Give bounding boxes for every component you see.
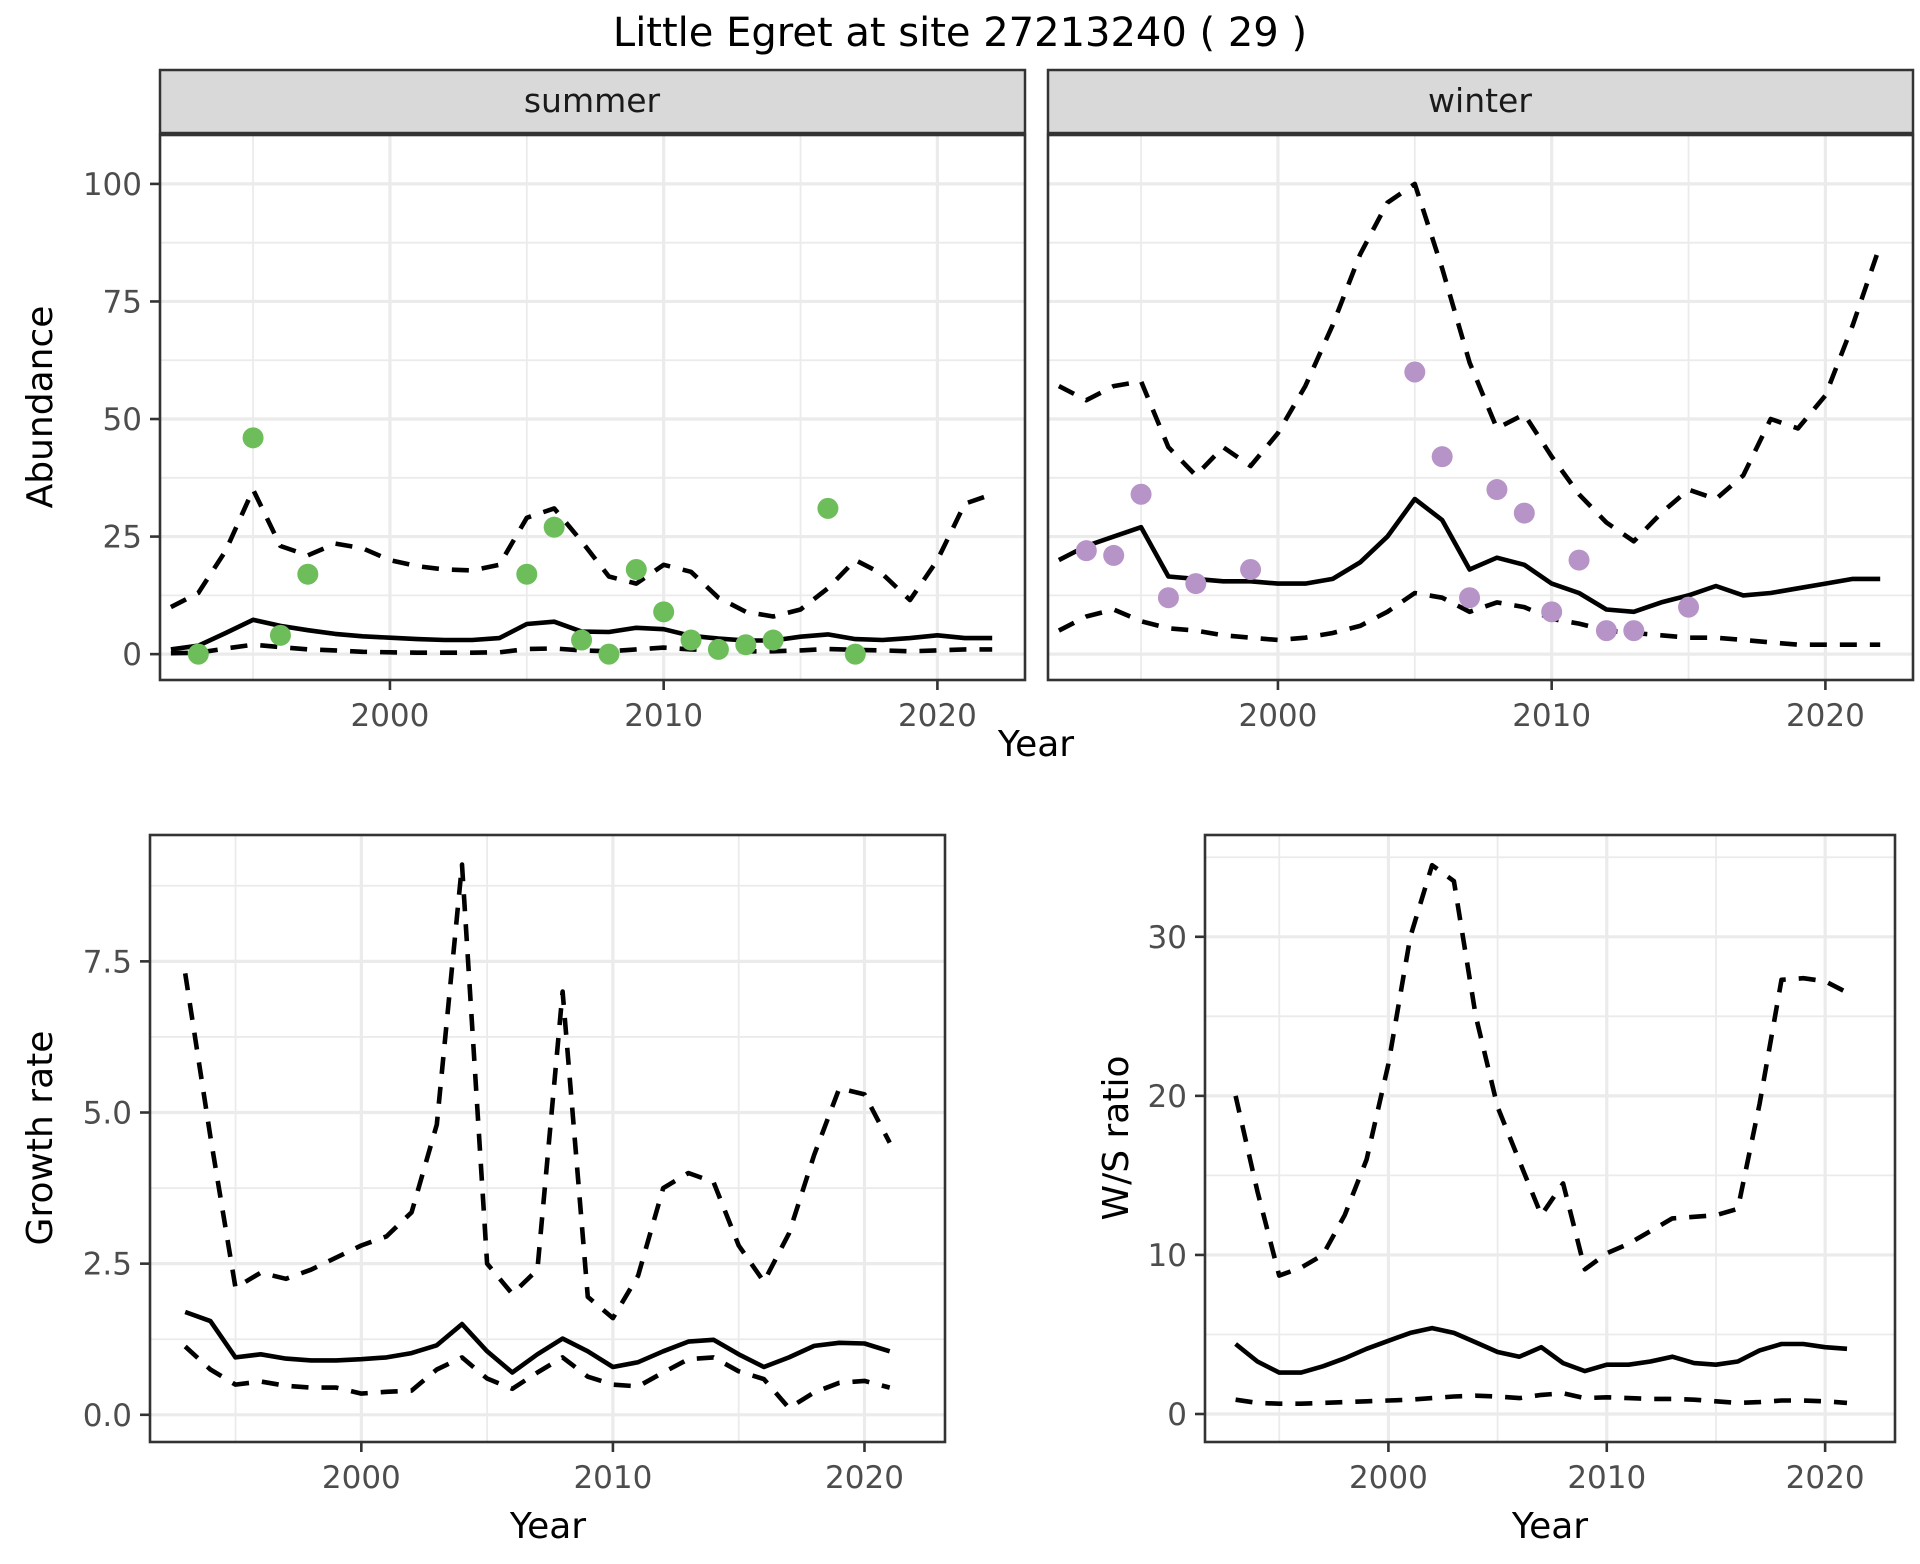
page-title: Little Egret at site 27213240 ( 29 ) (613, 10, 1307, 56)
y-tick-label: 100 (83, 167, 142, 203)
ws-ratio-y-axis-title: W/S ratio (1096, 1055, 1137, 1220)
summer-observation-point (680, 629, 702, 651)
x-tick-label: 2020 (1786, 698, 1865, 734)
summer-observation-point (269, 624, 291, 646)
summer-observation-point (187, 643, 209, 665)
winter-observation-point (1157, 587, 1179, 609)
summer-observation-point (625, 558, 647, 580)
winter-upper_ci-line (1057, 181, 1883, 544)
x-tick-label: 2020 (1786, 1460, 1865, 1496)
x-tick-label: 2000 (1238, 698, 1317, 734)
y-tick-label: 0 (122, 637, 142, 673)
winter-observation-point (1541, 601, 1563, 623)
winter-observation-point (1623, 620, 1645, 642)
y-tick-label: 0.0 (83, 1398, 132, 1434)
growth-fit-line (184, 1309, 891, 1375)
y-tick-label: 75 (103, 284, 142, 320)
facet-strip-winter: winter (1046, 68, 1915, 135)
facet-strip-summer-bg (158, 68, 1027, 135)
facet-strip-winter-label: winter (1428, 81, 1532, 120)
winter-observation-point (1185, 573, 1207, 595)
winter-observation-point (1431, 446, 1453, 468)
y-tick-label: 5.0 (83, 1096, 132, 1132)
winter-observation-point (1595, 620, 1617, 642)
y-tick-label: 30 (1148, 920, 1187, 956)
summer-observation-point (762, 629, 784, 651)
x-tick-label: 2010 (1567, 1460, 1646, 1496)
y-tick-label: 7.5 (83, 944, 132, 980)
winter-observation-point (1130, 483, 1152, 505)
summer-observation-point (735, 634, 757, 656)
summer-panel-border (158, 133, 1027, 682)
x-tick-label: 2000 (1349, 1460, 1428, 1496)
growth-rate-y-axis-title: Growth rate (20, 1031, 61, 1246)
winter-observation-point (1678, 596, 1700, 618)
summer-observation-point (516, 563, 538, 585)
x-tick-label: 2010 (624, 698, 703, 734)
facet-strip-summer-label: summer (524, 81, 661, 120)
winter-observation-point (1459, 587, 1481, 609)
x-tick-label: 2010 (1512, 698, 1591, 734)
winter-observation-point (1075, 540, 1097, 562)
summer-observation-point (571, 629, 593, 651)
growth-lower_ci-line (183, 1344, 891, 1411)
growth-upper_ci-line (182, 862, 892, 1321)
y-tick-label: 50 (103, 402, 142, 438)
y-tick-label: 20 (1148, 1079, 1187, 1115)
ws-fit-line (1234, 1325, 1848, 1375)
y-tick-label: 0 (1167, 1397, 1187, 1433)
winter-observation-point (1568, 549, 1590, 571)
winter-panel-border (1046, 133, 1915, 682)
ws-lower_ci-line (1235, 1391, 1848, 1406)
y-tick-label: 2.5 (83, 1247, 132, 1283)
y-tick-label: 10 (1148, 1238, 1187, 1274)
facet-strip-winter-bg (1046, 68, 1915, 135)
growth-panel-border (148, 833, 947, 1444)
summer-observation-point (707, 638, 729, 660)
abundance-y-axis-title: Abundance (20, 306, 61, 509)
summer-observation-point (543, 516, 565, 538)
ws-panel-border (1203, 833, 1897, 1444)
winter-observation-point (1404, 361, 1426, 383)
winter-observation-point (1240, 558, 1262, 580)
top-x-axis-title: Year (997, 724, 1074, 765)
winter-observation-point (1486, 479, 1508, 501)
summer-observation-point (817, 497, 839, 519)
summer-observation-point (844, 643, 866, 665)
abundance-summer-panel: 2000 2010 2020 0 25 50 75 100 (83, 133, 1027, 734)
growth-rate-x-axis-title: Year (509, 1506, 586, 1547)
facet-strip-summer: summer (158, 68, 1027, 135)
summer-upper_ci-line (169, 487, 993, 619)
summer-observation-point (297, 563, 319, 585)
growth-rate-panel: 2000 2010 2020 0.0 2.5 5.0 7.5 (83, 833, 947, 1496)
x-tick-label: 2000 (350, 698, 429, 734)
winter-observation-point (1103, 544, 1125, 566)
x-tick-label: 2020 (898, 698, 977, 734)
abundance-winter-panel: 2000 2010 2020 (1046, 133, 1915, 734)
winter-lower_ci-line (1057, 590, 1881, 648)
summer-observation-point (242, 427, 264, 449)
ws-upper_ci-line (1233, 862, 1849, 1278)
summer-observation-point (653, 601, 675, 623)
y-tick-label: 25 (103, 520, 142, 556)
x-tick-label: 2020 (825, 1460, 904, 1496)
ws-ratio-x-axis-title: Year (1511, 1506, 1588, 1547)
ws-ratio-panel: 2000 2010 2020 0 10 20 30 (1148, 833, 1897, 1496)
summer-observation-point (598, 643, 620, 665)
winter-observation-point (1513, 502, 1535, 524)
x-tick-label: 2000 (322, 1460, 401, 1496)
x-tick-label: 2010 (573, 1460, 652, 1496)
